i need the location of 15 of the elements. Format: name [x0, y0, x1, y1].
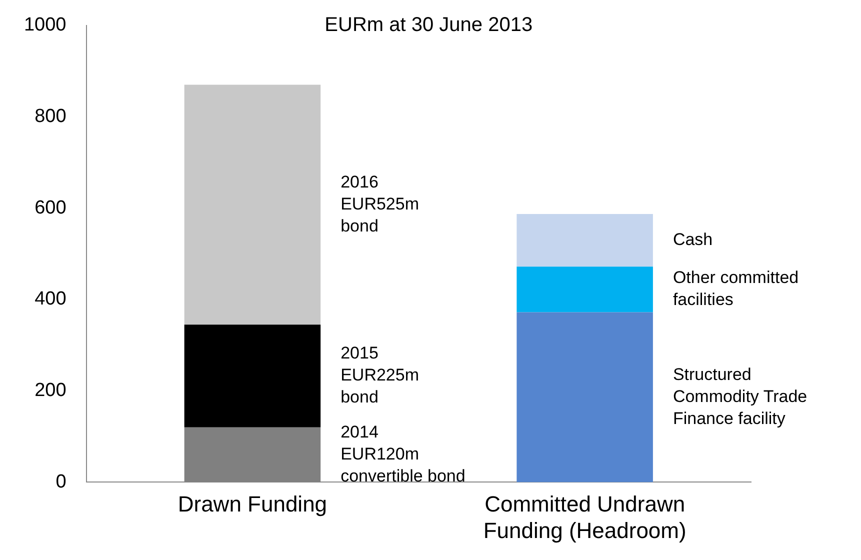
series-label: 2016 EUR525m bond [340, 172, 420, 236]
y-tick-label: 0 [56, 471, 66, 492]
series-label: Cash [672, 230, 713, 250]
y-tick-label: 800 [34, 106, 66, 127]
y-tick-label: 600 [34, 197, 66, 218]
chart-title: EURm at 30 June 2013 [324, 14, 533, 36]
x-tick-label: Committed Undrawn Funding (Headroom) [483, 491, 686, 543]
series-label: 2015 EUR225m bond [340, 344, 420, 407]
y-tick-label: 200 [34, 380, 66, 402]
series-label: Other committed facilities [672, 268, 799, 310]
series-label: 2014 EUR120m convertible bond [340, 422, 466, 486]
series-label: Structured Commodity Trade Finance facility [672, 364, 808, 428]
x-tick-label: Drawn Funding [178, 491, 328, 516]
y-tick-label: 400 [34, 288, 66, 310]
y-tick-label: 1000 [24, 14, 66, 36]
